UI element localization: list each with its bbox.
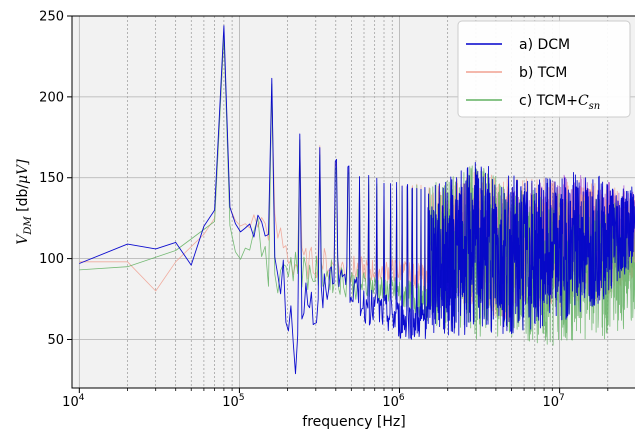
y-tick-label: 150 bbox=[39, 171, 64, 186]
series-layer bbox=[79, 25, 635, 375]
y-tick-label: 200 bbox=[39, 90, 64, 105]
x-ticks: 104 105 106 107 bbox=[62, 388, 609, 410]
x-tick-label: 106 bbox=[382, 393, 405, 410]
legend-label-dcm: a) DCM bbox=[519, 37, 570, 53]
y-tick-label: 50 bbox=[47, 333, 64, 348]
axes bbox=[71, 15, 635, 389]
y-tick-label: 100 bbox=[39, 252, 64, 267]
x-tick-label: 107 bbox=[542, 393, 564, 410]
series-line bbox=[79, 25, 635, 375]
legend: a) DCM b) TCM c) TCM+Csn bbox=[457, 20, 631, 118]
x-tick-label: 105 bbox=[222, 393, 244, 410]
legend-label-tcm: b) TCM bbox=[519, 65, 567, 81]
x-tick-label: 104 bbox=[62, 393, 85, 410]
legend-label-tcm-csn: c) TCM+Csn bbox=[519, 93, 600, 112]
y-tick-label: 250 bbox=[39, 10, 64, 25]
x-axis-label: frequency [Hz] bbox=[302, 414, 405, 430]
plot-frame bbox=[71, 15, 635, 389]
legend-box bbox=[457, 20, 631, 118]
y-ticks: 50 100 150 200 250 bbox=[39, 10, 72, 348]
y-axis-label: VDM [db/μV] bbox=[15, 159, 34, 245]
